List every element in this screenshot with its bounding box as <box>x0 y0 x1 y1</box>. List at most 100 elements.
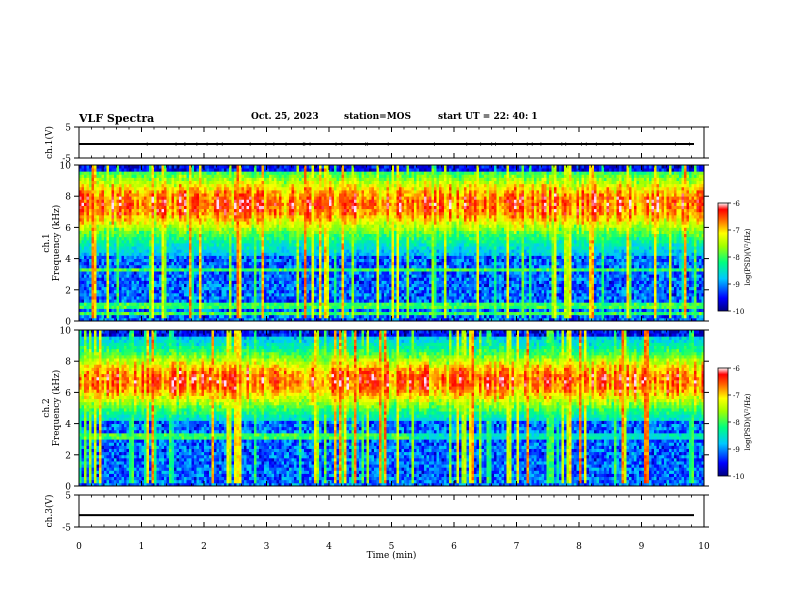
spectrogram-cell <box>114 187 117 191</box>
spectrogram-cell <box>114 193 117 197</box>
spectrogram-cell <box>104 274 107 278</box>
spectrogram-cell <box>97 262 100 266</box>
spectrogram-cell <box>94 234 97 238</box>
spectrogram-cell <box>112 296 115 300</box>
spectrogram-cell <box>129 187 132 191</box>
spectrogram-cell <box>117 224 120 228</box>
spectrogram-cell <box>114 299 117 303</box>
spectrogram-cell <box>84 290 87 294</box>
spectrogram-cell <box>119 243 122 247</box>
spectrogram-cell <box>112 274 115 278</box>
spectrogram-cell <box>87 184 90 188</box>
spectrogram-cell <box>104 193 107 197</box>
spectrogram-cell <box>97 259 100 263</box>
spectrogram-cell <box>119 199 122 203</box>
spectrogram-cell <box>117 299 120 303</box>
spectrogram-cell <box>94 293 97 297</box>
spectrogram-cell <box>119 234 122 238</box>
spectrogram-cell <box>89 259 92 263</box>
spectrogram-cell <box>92 184 95 188</box>
spectrogram-cell <box>94 274 97 278</box>
spectrogram-cell <box>109 171 112 175</box>
spectrogram-cell <box>87 196 90 200</box>
spectrogram-cell <box>129 280 132 284</box>
spectrogram-cell <box>122 234 125 238</box>
spectrogram-cell <box>102 174 105 178</box>
spectrogram-cell <box>87 171 90 175</box>
spectrogram-cell <box>89 305 92 309</box>
spectrogram-cell <box>107 199 110 203</box>
spectrogram-cell <box>127 227 130 231</box>
spectrogram-cell <box>129 287 132 291</box>
spectrogram-cell <box>97 177 100 181</box>
spectrogram-cell <box>87 284 90 288</box>
spectrogram-cell <box>109 274 112 278</box>
spectrogram-cell <box>109 181 112 185</box>
spectrogram-cell <box>129 181 132 185</box>
spectrogram-cell <box>122 237 125 241</box>
spectrogram-cell <box>82 171 85 175</box>
spectrogram-cell <box>102 231 105 235</box>
spectrogram-cell <box>129 168 132 172</box>
spectrogram-cell <box>99 290 102 294</box>
spectrogram-cell <box>124 190 127 194</box>
spectrogram-cell <box>134 274 137 278</box>
spectrogram-cell <box>104 312 107 316</box>
spectrogram-cell <box>129 296 132 300</box>
spectrogram-cell <box>97 227 100 231</box>
spectrogram-cell <box>82 215 85 219</box>
spectrogram-cell <box>112 181 115 185</box>
spectrogram-cell <box>92 174 95 178</box>
spectrogram-cell <box>89 215 92 219</box>
spectrogram-cell <box>124 168 127 172</box>
spectrogram-cell <box>102 312 105 316</box>
spectrogram-cell <box>132 249 135 253</box>
spectrogram-cell <box>122 212 125 216</box>
spectrogram-cell <box>127 174 130 178</box>
spectrogram-cell <box>102 274 105 278</box>
spectrogram-cell <box>97 277 100 281</box>
spectrogram-cell <box>104 227 107 231</box>
spectrogram-cell <box>84 240 87 244</box>
spectrogram-cell <box>102 268 105 272</box>
spectrogram-cell <box>109 227 112 231</box>
spectrogram-cell <box>114 287 117 291</box>
spectrogram-cell <box>97 218 100 222</box>
spectrogram-cell <box>124 218 127 222</box>
spectrogram-cell <box>89 190 92 194</box>
spectrogram-cell <box>99 296 102 300</box>
spectrogram-cell <box>122 277 125 281</box>
spectrogram-cell <box>127 206 130 210</box>
spectrogram-cell <box>99 177 102 181</box>
spectrogram-cell <box>102 237 105 241</box>
spectrogram-cell <box>124 199 127 203</box>
spectrogram-cell <box>107 174 110 178</box>
spectrogram-cell <box>129 240 132 244</box>
spectrogram-cell <box>84 249 87 253</box>
spectrogram-cell <box>134 296 137 300</box>
spectrogram-cell <box>99 196 102 200</box>
spectrogram-cell <box>132 218 135 222</box>
spectrogram-cell <box>134 312 137 316</box>
spectrogram-cell <box>84 302 87 306</box>
spectrogram-cell <box>92 196 95 200</box>
spectrogram-cell <box>127 284 130 288</box>
spectrogram-cell <box>87 190 90 194</box>
spectrogram-cell <box>114 227 117 231</box>
spectrogram-cell <box>124 209 127 213</box>
spectrogram-cell <box>89 280 92 284</box>
spectrogram-cell <box>104 240 107 244</box>
spectrogram-cell <box>107 190 110 194</box>
spectrogram-cell <box>107 165 110 169</box>
spectrogram-cell <box>89 177 92 181</box>
spectrogram-cell <box>109 296 112 300</box>
spectrogram-cell <box>119 181 122 185</box>
spectrogram-cell <box>89 249 92 253</box>
spectrogram-cell <box>127 246 130 250</box>
spectrogram-cell <box>104 265 107 269</box>
spectrogram-cell <box>97 190 100 194</box>
spectrogram-cell <box>119 215 122 219</box>
spectrogram-cell <box>127 168 130 172</box>
spectrogram-cell <box>82 290 85 294</box>
spectrogram-cell <box>119 284 122 288</box>
